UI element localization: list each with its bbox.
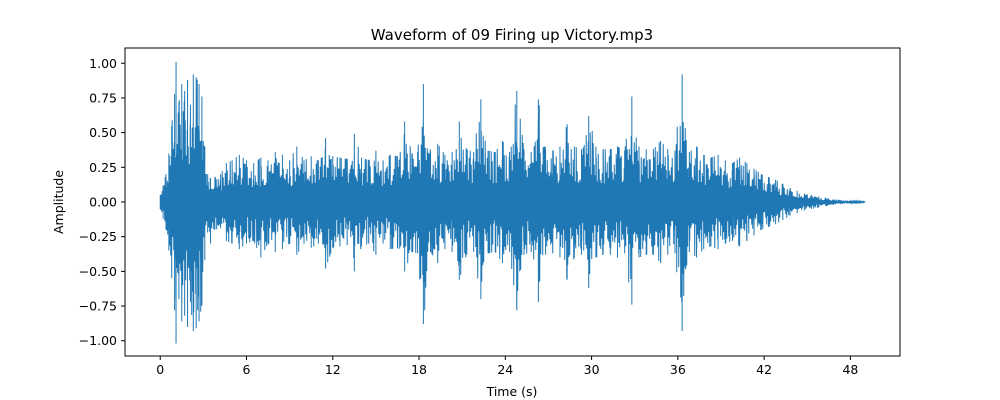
x-tick-label: 42 <box>756 362 772 377</box>
y-tick-label: −0.50 <box>79 264 117 279</box>
x-tick-label: 0 <box>156 362 164 377</box>
x-axis: 0 6 12 18 24 30 36 42 48 <box>156 356 858 377</box>
y-tick-label: 0.50 <box>89 125 117 140</box>
plot-area <box>159 61 866 344</box>
x-tick-label: 6 <box>243 362 251 377</box>
chart-title: Waveform of 09 Firing up Victory.mp3 <box>371 26 653 44</box>
y-tick-label: 0.00 <box>89 195 117 210</box>
x-axis-label: Time (s) <box>486 384 538 399</box>
x-tick-label: 12 <box>325 362 341 377</box>
x-tick-label: 18 <box>411 362 427 377</box>
y-tick-label: 0.75 <box>89 90 117 105</box>
y-tick-label: 1.00 <box>89 56 117 71</box>
y-tick-label: 0.25 <box>89 160 117 175</box>
y-tick-label: −1.00 <box>79 333 117 348</box>
y-axis: 1.00 0.75 0.50 0.25 0.00 −0.25 −0.50 −0.75 −1.00 <box>79 56 125 348</box>
waveform-series-line <box>159 61 866 344</box>
x-tick-label: 24 <box>497 362 513 377</box>
x-tick-label: 48 <box>842 362 858 377</box>
y-axis-label: Amplitude <box>51 170 66 234</box>
y-tick-label: −0.25 <box>79 229 117 244</box>
plot-frame <box>124 47 901 357</box>
x-tick-label: 36 <box>670 362 686 377</box>
x-tick-label: 30 <box>584 362 600 377</box>
y-tick-label: −0.75 <box>79 299 117 314</box>
